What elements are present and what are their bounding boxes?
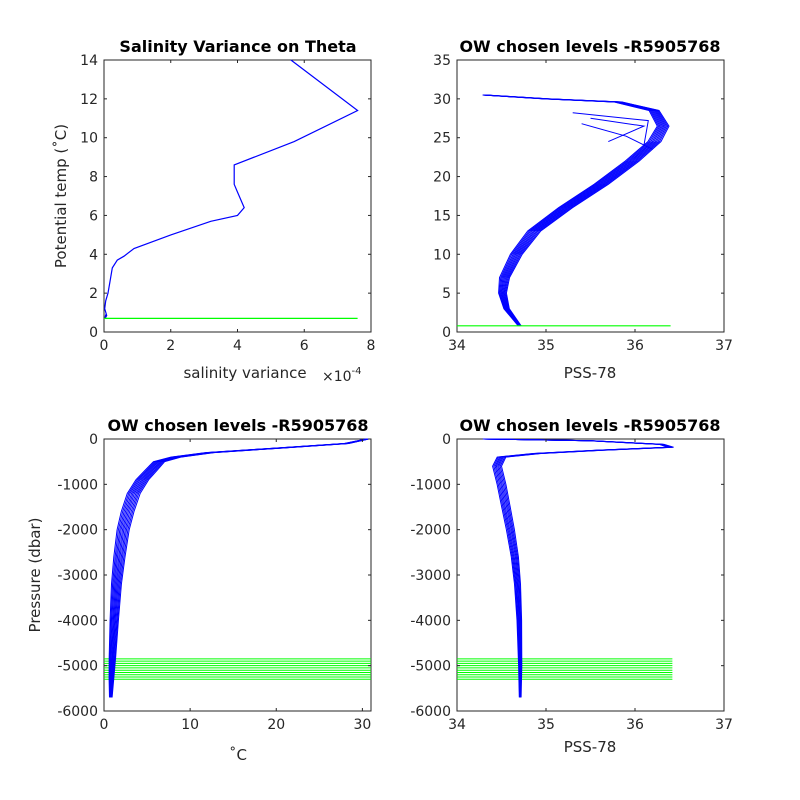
x-tick-label: 6 — [300, 338, 309, 354]
plot-area — [103, 59, 372, 333]
y-tick-label: 6 — [89, 208, 98, 224]
profile-line — [572, 112, 649, 146]
profile-line — [111, 438, 369, 698]
profile-line — [104, 59, 359, 319]
y-tick-label: -3000 — [57, 568, 98, 584]
profile-line — [590, 117, 646, 143]
y-tick-label: 30 — [433, 92, 451, 108]
y-tick-label: 25 — [433, 131, 451, 147]
x-tick-label: 35 — [537, 338, 555, 354]
y-tick-label: 0 — [442, 325, 451, 341]
y-tick-label: 0 — [89, 432, 98, 448]
chart-title: Salinity Variance on Theta — [119, 37, 356, 56]
panel-temp-pressure: 0 10 20 30 -6000 -5000 -4000 -3000 -2000 -10000 … — [26, 416, 372, 764]
chart-title: OW chosen levels -R5905768 — [459, 416, 720, 435]
x-tick-label: 35 — [537, 717, 555, 733]
y-tick-label: -4000 — [410, 613, 451, 629]
y-tick-label: -1000 — [410, 477, 451, 493]
y-tick-label: 35 — [433, 53, 451, 69]
x-axis-ticks: 0 10 20 30 — [100, 439, 371, 733]
y-tick-label: -4000 — [57, 613, 98, 629]
x-axis-exponent: ×10-4 — [322, 366, 362, 385]
x-axis-ticks: 34 35 36 37 — [448, 60, 733, 354]
y-tick-label: 14 — [80, 53, 98, 69]
y-tick-label: -5000 — [57, 659, 98, 675]
x-tick-label: 36 — [626, 338, 644, 354]
y-tick-label: -5000 — [410, 659, 451, 675]
y-axis-ticks: 0 2 4 6 8 10 12 14 — [80, 53, 371, 341]
y-tick-label: 15 — [433, 208, 451, 224]
x-tick-label: 0 — [100, 717, 109, 733]
x-tick-label: 37 — [715, 338, 733, 354]
y-tick-label: 8 — [89, 170, 98, 186]
x-tick-label: 10 — [181, 717, 199, 733]
x-tick-label: 36 — [626, 717, 644, 733]
plot-lines — [457, 94, 671, 327]
x-axis-label: PSS-78 — [564, 738, 617, 756]
x-axis-label: PSS-78 — [564, 364, 617, 382]
y-tick-label: 2 — [89, 286, 98, 302]
y-axis-ticks: -6000 -5000 -4000 -3000 -2000 -1000 0 — [57, 432, 371, 720]
y-tick-label: -6000 — [57, 704, 98, 720]
y-tick-label: 20 — [433, 170, 451, 186]
x-axis-label: salinity variance — [183, 364, 306, 382]
y-axis-label: Pressure (dbar) — [26, 518, 44, 633]
x-tick-label: 30 — [353, 717, 371, 733]
x-tick-label: 20 — [267, 717, 285, 733]
panel-salinity-pressure: 34 35 36 37 -6000 -5000 -4000 -3000 -2000 -1000 0… — [410, 416, 733, 756]
y-axis-label: Potential temp (˚C) — [52, 124, 70, 268]
y-tick-label: 0 — [89, 325, 98, 341]
plot-lines — [457, 438, 674, 698]
x-tick-label: 34 — [448, 338, 466, 354]
y-tick-label: 10 — [433, 247, 451, 263]
y-tick-label: 5 — [442, 286, 451, 302]
panel-theta-salinity: 34 35 36 37 0 5 10 15 20 25 30 35 OW chosen levels… — [433, 37, 733, 382]
profile-line — [581, 123, 654, 150]
y-tick-label: 12 — [80, 92, 98, 108]
panel-salinity-variance: 0 2 4 6 8 0 2 4 6 8 10 12 14 Salinity Variance on T… — [52, 37, 375, 385]
plot-lines — [104, 438, 371, 698]
y-tick-label: -1000 — [57, 477, 98, 493]
x-tick-label: 8 — [367, 338, 376, 354]
x-axis-label: ˚C — [229, 746, 247, 764]
y-tick-label: 10 — [80, 131, 98, 147]
chart-title: OW chosen levels -R5905768 — [459, 37, 720, 56]
x-tick-label: 0 — [100, 338, 109, 354]
y-tick-label: -3000 — [410, 568, 451, 584]
x-tick-label: 34 — [448, 717, 466, 733]
x-axis-ticks: 34 35 36 37 — [448, 439, 733, 733]
y-tick-label: -2000 — [57, 523, 98, 539]
y-axis-ticks: 0 5 10 15 20 25 30 35 — [433, 53, 724, 341]
x-tick-label: 4 — [233, 338, 242, 354]
x-tick-label: 37 — [715, 717, 733, 733]
x-tick-label: 2 — [166, 338, 175, 354]
plot-lines — [104, 59, 359, 319]
y-tick-label: 0 — [442, 432, 451, 448]
y-axis-ticks: -6000 -5000 -4000 -3000 -2000 -1000 0 — [410, 432, 724, 720]
y-tick-label: -6000 — [410, 704, 451, 720]
y-tick-label: 4 — [89, 247, 98, 263]
profile-line — [485, 94, 670, 327]
y-tick-label: -2000 — [410, 523, 451, 539]
profile-line — [484, 438, 674, 698]
chart-title: OW chosen levels -R5905768 — [107, 416, 368, 435]
